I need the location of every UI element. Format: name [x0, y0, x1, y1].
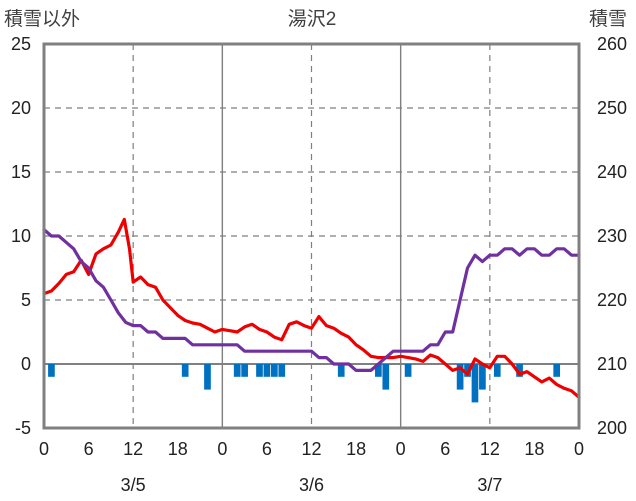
precip-bar: [271, 364, 278, 377]
x-tick-label: 12: [123, 439, 143, 459]
right-axis-title: 積雪: [589, 8, 627, 30]
left-tick-label: 15: [11, 162, 31, 182]
left-tick-label: 25: [11, 34, 31, 54]
precip-bar: [48, 364, 55, 377]
chart-title: 湯沢2: [288, 8, 337, 30]
precip-bar: [464, 364, 471, 377]
precip-bar: [553, 364, 561, 377]
right-tick-label: 200: [597, 418, 627, 438]
x-tick-label: 18: [524, 439, 544, 459]
precip-bar: [263, 364, 271, 377]
right-tick-label: 250: [597, 98, 627, 118]
precip-bar: [471, 364, 479, 403]
precipitation-bars: [48, 364, 583, 403]
precip-bar: [204, 364, 211, 390]
x-tick-label: 12: [480, 439, 500, 459]
precip-bar: [493, 364, 501, 377]
date-label: 3/6: [299, 475, 324, 495]
x-tick-label: 18: [346, 439, 366, 459]
right-tick-label: 260: [597, 34, 627, 54]
x-tick-label: 0: [574, 439, 584, 459]
left-axis-title: 積雪以外: [4, 8, 80, 30]
left-tick-label: 20: [11, 98, 31, 118]
left-tick-label: 0: [21, 354, 31, 374]
x-tick-label: 12: [301, 439, 321, 459]
precip-bar: [479, 364, 486, 390]
right-tick-label: 210: [597, 354, 627, 374]
precip-bar: [382, 364, 390, 390]
precip-bar: [181, 364, 189, 377]
right-tick-label: 240: [597, 162, 627, 182]
right-tick-label: 220: [597, 290, 627, 310]
x-tick-label: 0: [39, 439, 49, 459]
temperature-line: [42, 217, 581, 399]
left-tick-label: -5: [15, 418, 31, 438]
x-tick-label: 18: [168, 439, 188, 459]
right-tick-label: 230: [597, 226, 627, 246]
x-tick-label: 0: [217, 439, 227, 459]
precip-bar: [375, 364, 382, 377]
precip-bar: [456, 364, 464, 390]
precip-bar: [241, 364, 248, 377]
axis-labels: -5 0 5 10 15 20 25 200 210 220 230 240 250 260 0 6 12 18 0…: [11, 34, 627, 495]
x-tick-label: 0: [396, 439, 406, 459]
date-label: 3/5: [121, 475, 146, 495]
x-tick-label: 6: [440, 439, 450, 459]
date-label: 3/7: [477, 475, 502, 495]
precip-bar: [256, 364, 263, 377]
left-tick-label: 10: [11, 226, 31, 246]
x-tick-label: 6: [84, 439, 94, 459]
left-tick-label: 5: [21, 290, 31, 310]
x-tick-label: 6: [262, 439, 272, 459]
precip-bar: [337, 364, 345, 377]
precip-bar: [404, 364, 412, 377]
precip-bar: [516, 364, 523, 377]
precip-bar: [278, 364, 286, 377]
series-lines: [42, 217, 581, 399]
plot-frame: [42, 42, 581, 430]
precip-bar: [233, 364, 241, 377]
snow-depth-line: [42, 228, 581, 372]
